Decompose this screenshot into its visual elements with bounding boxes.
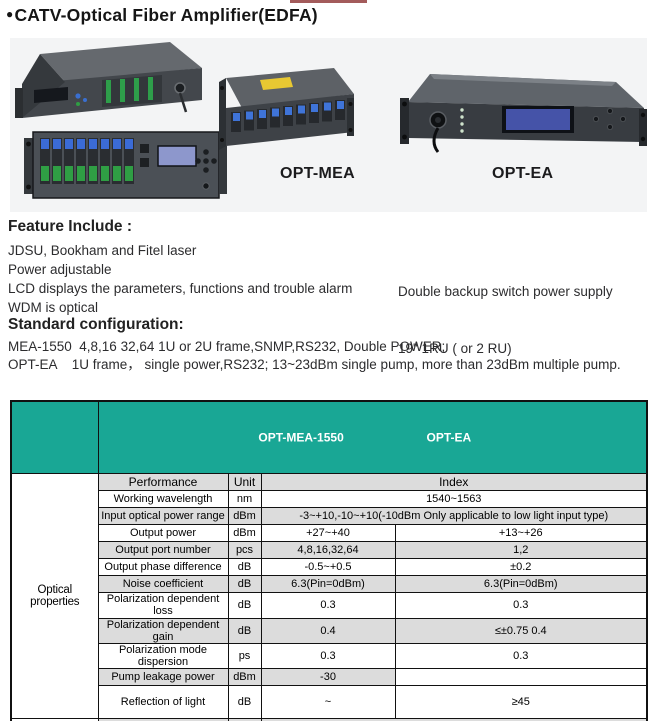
column-header-opt-ea: OPT-EA	[426, 430, 472, 445]
device-photo-opt-mea-angled	[219, 68, 354, 150]
page-title: ●CATV-Optical Fiber Amplifier(EDFA)	[6, 5, 318, 26]
performance-cell: Input optical power range	[97, 507, 229, 526]
device-photo-opt-mea-front	[24, 131, 227, 199]
power-supply-note-line2: 19" 1RU ( or 2 RU)	[398, 341, 512, 356]
performance-cell: Reflection of light	[97, 684, 229, 719]
index-cell: 4,8,16,32,64	[260, 541, 396, 560]
performance-cell: Output power	[97, 524, 229, 543]
performance-cell: Output port number	[97, 541, 229, 560]
index-cell: +13~+26	[394, 524, 648, 543]
index-cell: -3~+10,-10~+10(-10dBm Only applicable to…	[260, 507, 648, 526]
standard-configuration-section: Standard configuration: MEA-1550 4,8,16 …	[8, 316, 621, 373]
standard-configuration-heading: Standard configuration:	[8, 316, 184, 333]
spec-row: Reflection of light dB ~ ≥45	[11, 684, 648, 719]
page-title-text: CATV-Optical Fiber Amplifier(EDFA)	[14, 5, 318, 25]
feature-item: LCD displays the parameters, functions a…	[8, 281, 353, 296]
feature-heading: Feature Include :	[8, 218, 133, 235]
performance-cell: Noise coefficient	[97, 575, 229, 594]
index-cell: -30	[260, 667, 396, 686]
power-supply-note: Double backup switch power supply 19" 1R…	[398, 244, 613, 396]
unit-cell: pcs	[227, 541, 262, 560]
index-cell: -0.5~+0.5	[260, 558, 396, 577]
device-photo-edfa-angled	[15, 42, 202, 118]
index-cell: 0.3	[394, 592, 648, 619]
product-photos-illustration	[15, 42, 647, 199]
product-photo-panel: OPT-MEA OPT-EA	[10, 38, 647, 212]
spec-row: Polarization dependent loss dB 0.3 0.3	[11, 592, 648, 619]
header-models-cell: OPT-MEA-1550 OPT-EA	[97, 400, 648, 475]
index-cell: ≤±0.75 0.4	[394, 617, 648, 644]
column-header-opt-mea-1550: OPT-MEA-1550	[258, 430, 344, 445]
spec-row: Output port number pcs 4,8,16,32,64 1,2	[11, 541, 648, 560]
feature-section: Feature Include : JDSU, Bookham and Fite…	[8, 218, 352, 317]
title-bullet-icon: ●	[6, 7, 14, 21]
unit-cell: dBm	[227, 667, 262, 686]
unit-cell: dB	[227, 575, 262, 594]
index-cell: ~	[260, 684, 396, 719]
index-cell: 0.4	[260, 617, 396, 644]
config-line-mea: MEA-1550 4,8,16 32,64 1U or 2U frame,SNM…	[8, 339, 446, 354]
spec-row: Noise coefficient dB 6.3(Pin=0dBm) 6.3(Pin=…	[11, 575, 648, 594]
unit-cell: Unit	[227, 473, 262, 492]
unit-cell: dB	[227, 617, 262, 644]
header-bar: OPT-MEA-1550 OPT-EA	[99, 426, 646, 449]
index-cell: ±0.2	[394, 558, 648, 577]
device-photo-opt-ea	[400, 74, 647, 153]
unit-cell: ps	[227, 642, 262, 669]
performance-cell: Working wavelength	[97, 490, 229, 509]
spec-row: Output phase difference dB -0.5~+0.5 ±0.2	[11, 558, 648, 577]
product-label-opt-mea: OPT-MEA	[280, 165, 355, 182]
index-cell: Index	[260, 473, 648, 492]
table-header-row: OPT-MEA-1550 OPT-EA	[10, 400, 648, 475]
feature-item: WDM is optical	[8, 300, 99, 315]
index-cell	[394, 667, 648, 686]
spec-row: Output power dBm +27~+40 +13~+26	[11, 524, 648, 543]
performance-cell: Polarization dependent gain	[97, 617, 229, 644]
specification-table: OPT-MEA-1550 OPT-EA Optical properties Pe…	[10, 400, 648, 721]
performance-cell: Polarization dependent loss	[97, 592, 229, 619]
spec-row: RF CharacteristicsOptical fiber connecto…	[10, 717, 648, 721]
group-label-optical: Optical properties	[10, 473, 99, 719]
spec-row: Polarization dependent gain dB 0.4 ≤±0.75 0…	[11, 617, 648, 644]
feature-item: Power adjustable	[8, 262, 112, 277]
unit-cell: dBm	[227, 507, 262, 526]
feature-item: JDSU, Bookham and Fitel laser	[8, 243, 197, 258]
unit-cell: dB	[227, 558, 262, 577]
unit-cell: dB	[227, 592, 262, 619]
product-label-opt-ea: OPT-EA	[492, 165, 554, 182]
spec-row: Pump leakage power dBm -30	[11, 667, 648, 686]
performance-cell: Performance	[97, 473, 229, 492]
performance-cell: Output phase difference	[97, 558, 229, 577]
power-supply-note-line1: Double backup switch power supply	[398, 284, 613, 299]
unit-cell: dB	[227, 684, 262, 719]
index-cell: 1540~1563	[260, 490, 648, 509]
index-cell: 6.3(Pin=0dBm)	[394, 575, 648, 594]
spec-row: Input optical power range dBm -3~+10,-10~+…	[11, 507, 648, 526]
performance-cell: Polarization mode dispersion	[97, 642, 229, 669]
index-cell: 0.3	[260, 592, 396, 619]
spec-row: Optical properties Performance Unit Index	[10, 473, 648, 719]
index-cell: 6.3(Pin=0dBm)	[260, 575, 396, 594]
index-cell: 1,2	[394, 541, 648, 560]
header-corner-cell	[10, 400, 99, 475]
index-cell: +27~+40	[260, 524, 396, 543]
config-line-ea: OPT-EA 1U frame， single power,RS232; 13~…	[8, 356, 621, 372]
spec-row: Working wavelength nm 1540~1563	[11, 490, 648, 509]
index-cell: 0.3	[394, 642, 648, 669]
index-cell: 0.3	[260, 642, 396, 669]
performance-cell: Pump leakage power	[97, 667, 229, 686]
unit-cell: dBm	[227, 524, 262, 543]
spec-row: Polarization mode dispersion ps 0.3 0.3	[11, 642, 648, 669]
unit-cell: nm	[227, 490, 262, 509]
index-cell: ≥45	[394, 684, 648, 719]
top-red-line	[290, 0, 367, 3]
